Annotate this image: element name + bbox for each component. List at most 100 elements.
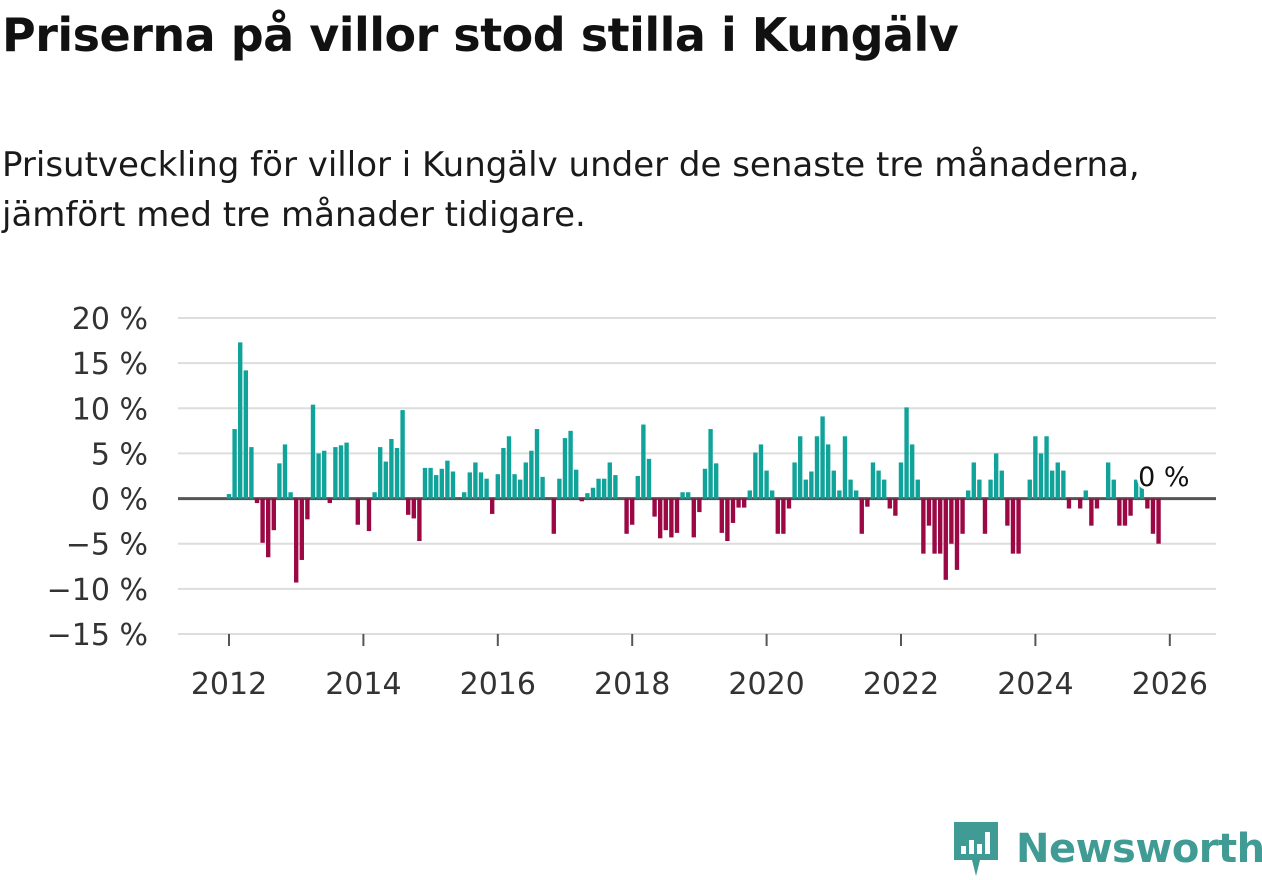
bar	[797, 436, 803, 499]
newsworthy-logo[interactable]: Newsworthy	[950, 818, 1262, 880]
bar	[635, 476, 640, 499]
bar	[338, 445, 344, 499]
y-axis-ticks: 20 % 15 % 10 % 5 % 0 % −5 % −10 % −15 %	[47, 302, 148, 653]
bar	[411, 498, 416, 519]
bar	[238, 342, 243, 499]
brand-name: Newsworthy	[1016, 826, 1262, 872]
bar	[971, 462, 976, 499]
bar	[529, 450, 534, 499]
bar	[305, 498, 310, 520]
last-value-label: 0 %	[1138, 462, 1189, 493]
bar	[1122, 498, 1128, 526]
bar	[881, 479, 887, 499]
bar	[965, 490, 971, 499]
bar	[1139, 485, 1144, 499]
bar	[837, 490, 842, 499]
bar	[1038, 453, 1044, 499]
bar	[226, 494, 232, 499]
bar	[1077, 498, 1083, 509]
bar	[921, 498, 926, 554]
bar	[646, 458, 652, 499]
bar	[915, 479, 920, 499]
bar	[977, 479, 982, 499]
y-tick-label: 0 %	[91, 483, 148, 518]
bar	[926, 498, 932, 526]
bar	[294, 498, 299, 583]
bar	[1156, 498, 1161, 544]
y-tick-label: 15 %	[72, 347, 148, 382]
bar	[909, 444, 915, 499]
bar	[1033, 436, 1038, 499]
bar	[355, 498, 360, 525]
bar	[394, 448, 400, 499]
bar	[674, 498, 680, 533]
bar	[1016, 498, 1021, 554]
bar	[1066, 498, 1072, 509]
bar	[277, 463, 282, 499]
bar	[372, 492, 377, 499]
bar	[657, 498, 663, 539]
bar	[254, 498, 260, 504]
bar	[954, 498, 960, 570]
bar	[803, 479, 808, 499]
bar	[1145, 498, 1150, 509]
bar	[590, 487, 596, 499]
bar	[327, 498, 332, 504]
annotations: 0 %0 %	[1135, 459, 1192, 496]
bar	[383, 461, 388, 499]
bar	[439, 468, 444, 499]
bar	[786, 498, 792, 509]
bar	[702, 468, 708, 499]
bar	[697, 498, 702, 513]
bar	[506, 436, 512, 499]
bar	[557, 478, 562, 499]
bar	[859, 498, 864, 534]
bar	[820, 416, 825, 499]
bar	[1105, 462, 1111, 499]
bar	[865, 498, 870, 507]
bar	[831, 470, 836, 499]
bar	[602, 478, 607, 499]
bar	[747, 490, 752, 499]
bar	[406, 498, 411, 515]
bar	[607, 462, 612, 499]
y-tick-label: −15 %	[47, 618, 148, 653]
bar	[495, 474, 500, 499]
bar	[725, 498, 730, 542]
y-tick-label: −5 %	[66, 528, 148, 563]
bar	[417, 498, 422, 542]
bar	[344, 442, 349, 499]
bar	[1111, 479, 1116, 499]
bar	[1089, 498, 1094, 526]
chart-title: Priserna på villor stod stilla i Kungälv	[2, 8, 959, 62]
bar	[719, 498, 724, 533]
bar	[322, 450, 327, 499]
x-tick-label: 2020	[728, 667, 804, 702]
bar	[898, 462, 904, 499]
bar	[949, 498, 954, 544]
x-tick-label: 2014	[325, 667, 401, 702]
bar	[540, 476, 545, 499]
bar	[445, 460, 450, 499]
bar	[870, 462, 876, 499]
bar	[1049, 470, 1055, 499]
bar	[685, 492, 691, 499]
bar	[568, 430, 573, 499]
bar	[730, 498, 736, 523]
bar	[523, 462, 528, 499]
bar	[904, 407, 909, 499]
bar	[1133, 479, 1139, 499]
bar	[490, 498, 495, 514]
bar	[988, 479, 993, 499]
bar	[512, 474, 517, 499]
bar	[1128, 498, 1133, 516]
bar	[562, 438, 568, 499]
bar	[809, 471, 814, 499]
x-tick-label: 2022	[863, 667, 939, 702]
bar	[1094, 498, 1100, 509]
newsworthy-logo-icon	[954, 822, 998, 876]
bar	[282, 444, 288, 499]
bar	[1055, 462, 1060, 499]
bar	[310, 404, 316, 499]
